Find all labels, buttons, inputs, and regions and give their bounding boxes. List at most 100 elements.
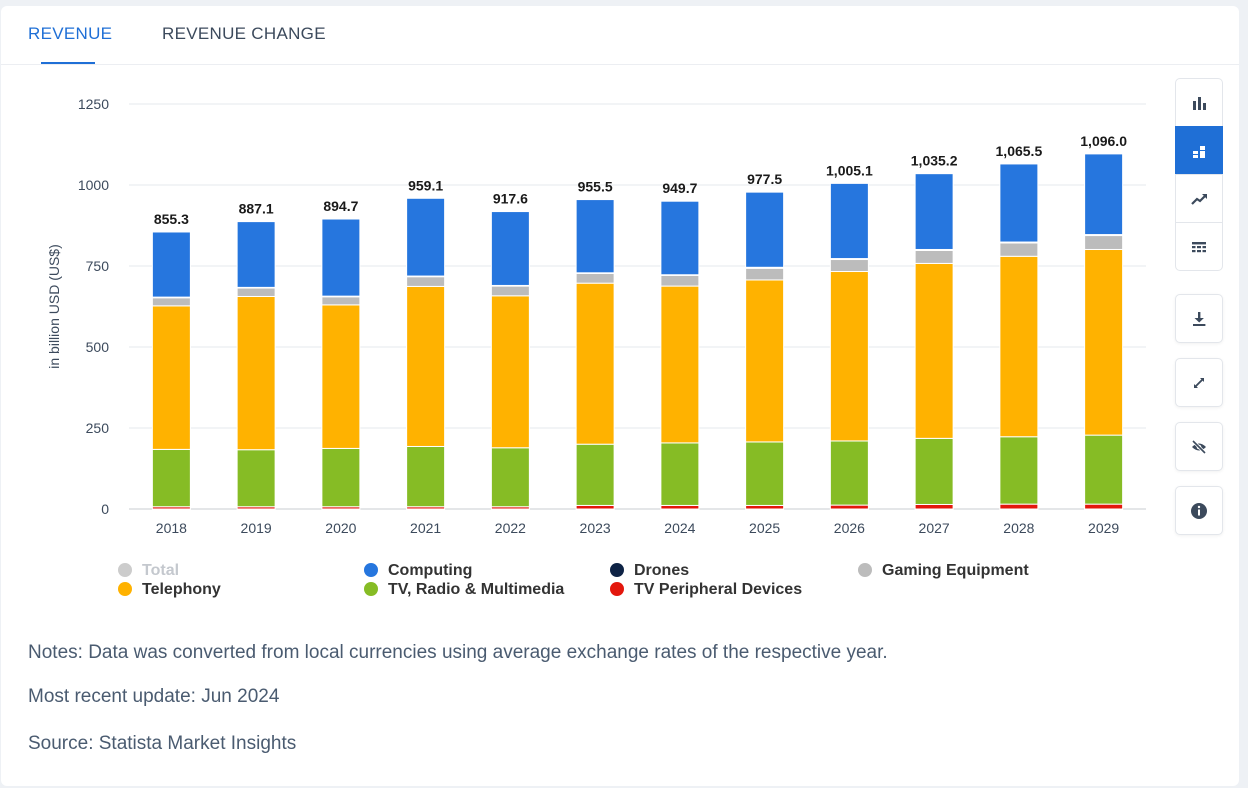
x-tick-label: 2018 [156, 520, 187, 536]
bar-segment [1084, 153, 1124, 236]
legend-marker [118, 582, 132, 596]
bar-segment [321, 218, 361, 297]
bar-segment [406, 276, 446, 287]
info-button[interactable] [1175, 486, 1223, 535]
legend-marker [118, 563, 132, 577]
bar-segment [321, 296, 361, 306]
bar-segment [660, 285, 700, 444]
bar-segment [745, 279, 785, 443]
legend-label: TV, Radio & Multimedia [388, 581, 564, 598]
bar-segment [575, 443, 615, 506]
bar-segment [1084, 235, 1124, 250]
bar-segment [575, 504, 615, 510]
stacked-bar-button[interactable] [1175, 126, 1223, 175]
stacked-bar-chart: 0 250 500 750 1000 1250 in billion USD (US$) 85… [46, 96, 1146, 598]
fullscreen-icon [1194, 377, 1204, 388]
legend-marker [364, 582, 378, 596]
table-icon [1192, 241, 1206, 252]
bar-segment [829, 440, 869, 506]
notes-text: Notes: Data was converted from local cur… [28, 642, 888, 663]
bar-segment [829, 182, 869, 260]
bar-segment [151, 448, 191, 508]
bar-segment [575, 282, 615, 445]
source-text: Source: Statista Market Insights [28, 733, 297, 754]
bar-segment [999, 255, 1039, 438]
line-chart-button[interactable] [1175, 174, 1223, 223]
y-tick-label: 750 [86, 258, 110, 274]
total-data-label: 955.5 [578, 179, 613, 195]
total-data-label: 949.7 [662, 180, 697, 196]
legend-label: TV Peripheral Devices [634, 581, 802, 598]
bar-segment [914, 262, 954, 439]
bar-segment [575, 272, 615, 284]
hide-icon [1191, 439, 1207, 454]
bar-segment [490, 211, 530, 286]
x-tick-label: 2027 [919, 520, 950, 536]
update-text: Most recent update: Jun 2024 [28, 686, 280, 707]
bar-segment [745, 504, 785, 510]
bar-segment [660, 504, 700, 510]
tab-bar: REVENUE REVENUE CHANGE [1, 6, 1239, 65]
bar-segment [406, 445, 446, 508]
fullscreen-button[interactable] [1175, 358, 1223, 407]
x-tick-label: 2029 [1088, 520, 1119, 536]
bar-segment [914, 503, 954, 510]
bar-segment [660, 442, 700, 506]
bar-segment [829, 259, 869, 273]
legend-label: Drones [634, 562, 689, 579]
y-tick-label: 1000 [78, 177, 109, 193]
bar-segment [151, 297, 191, 307]
hide-button[interactable] [1175, 422, 1223, 471]
bar-segment [151, 231, 191, 298]
active-tab-indicator [41, 62, 95, 64]
x-tick-label: 2025 [749, 520, 780, 536]
x-tick-label: 2023 [580, 520, 611, 536]
bar-segment [490, 285, 530, 297]
total-data-label: 894.7 [323, 198, 358, 214]
bar-segment [406, 197, 446, 277]
legend-marker [364, 563, 378, 577]
bar-chart-button[interactable] [1175, 78, 1223, 127]
total-data-label: 1,065.5 [996, 143, 1043, 159]
bar-segment [321, 447, 361, 508]
bar-segment [490, 447, 530, 508]
y-tick-label: 500 [86, 339, 110, 355]
y-tick-label: 1250 [78, 96, 109, 112]
x-tick-label: 2024 [664, 520, 695, 536]
info-icon [1191, 502, 1207, 519]
tab-revenue[interactable]: REVENUE [28, 24, 113, 43]
x-tick-label: 2026 [834, 520, 865, 536]
bar-segment [575, 199, 615, 274]
x-tick-label: 2021 [410, 520, 441, 536]
bar-segment [999, 436, 1039, 505]
chart-card: REVENUE REVENUE CHANGE 0 250 500 750 1000 125… [1, 6, 1239, 786]
total-data-label: 855.3 [154, 211, 189, 227]
total-data-label: 1,096.0 [1080, 133, 1127, 149]
bar-segment [1084, 434, 1124, 505]
legend-label: Computing [388, 562, 472, 579]
download-icon [1193, 311, 1206, 326]
bar-segment [236, 221, 276, 288]
bar-segment [745, 441, 785, 506]
total-data-label: 959.1 [408, 177, 443, 193]
download-button[interactable] [1175, 294, 1223, 343]
bar-segment [490, 295, 530, 449]
total-data-label: 977.5 [747, 171, 782, 187]
bar-segment [829, 271, 869, 442]
x-tick-label: 2028 [1003, 520, 1034, 536]
legend-label: Total [142, 562, 179, 579]
bar-segment [1084, 248, 1124, 436]
table-view-button[interactable] [1175, 222, 1223, 271]
legend-marker [858, 563, 872, 577]
line-chart-icon [1191, 193, 1207, 205]
total-data-label: 1,035.2 [911, 153, 958, 169]
bar-segment [999, 242, 1039, 257]
y-tick-label: 250 [86, 420, 110, 436]
tab-revenue-change[interactable]: REVENUE CHANGE [162, 24, 326, 43]
bar-segment [914, 249, 954, 264]
total-data-label: 887.1 [239, 201, 274, 217]
bar-segment [151, 305, 191, 450]
y-tick-label: 0 [101, 501, 109, 517]
bar-segment [745, 267, 785, 281]
bar-segment [236, 287, 276, 297]
